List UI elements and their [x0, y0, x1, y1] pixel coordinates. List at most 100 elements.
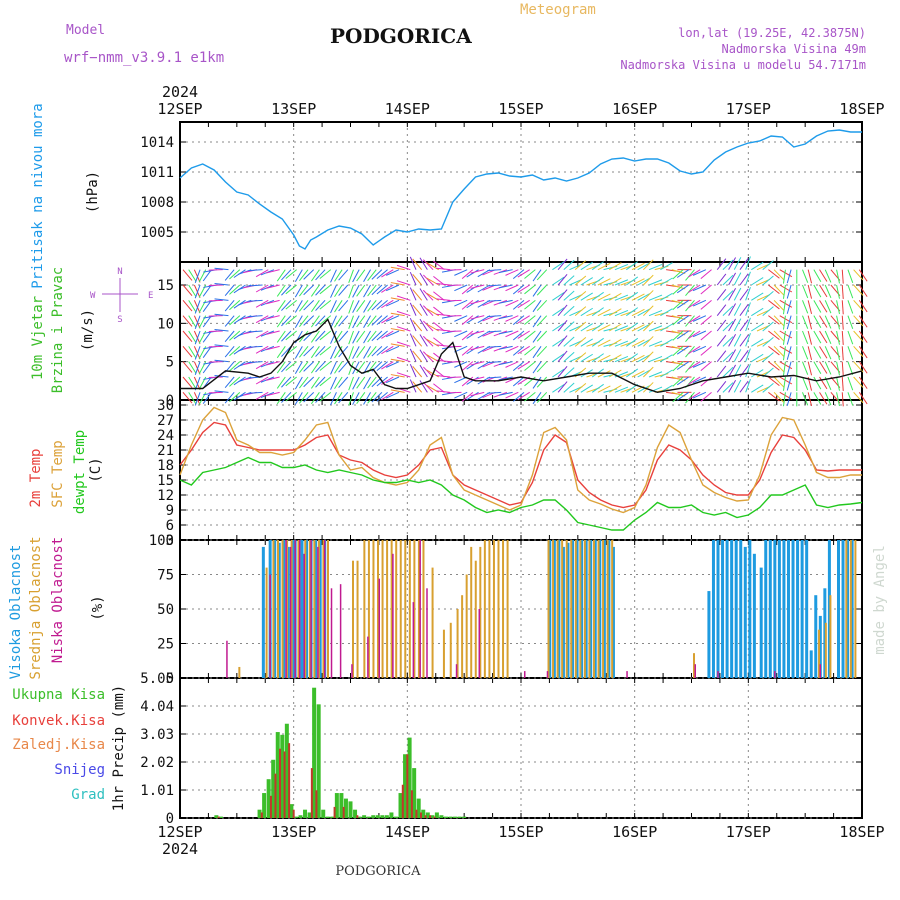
- precip-bar: [348, 801, 353, 818]
- wind-barb: [409, 318, 417, 332]
- wind-barb: [319, 299, 332, 310]
- wind-barb: [532, 284, 542, 297]
- wind-barb: [454, 330, 468, 338]
- wind-barb: [552, 353, 565, 363]
- pressure-frame: [179, 121, 863, 263]
- precip-bar: [415, 809, 418, 818]
- wind-barb: [700, 315, 712, 326]
- cloud-bar: [483, 540, 486, 678]
- wind-barb: [188, 284, 197, 298]
- wind-barb: [768, 345, 780, 356]
- precip-ylabel: 1hr Precip (mm): [111, 685, 127, 811]
- wind-barb: [597, 308, 611, 317]
- wind-barb: [255, 330, 269, 339]
- wind-barb: [552, 368, 565, 378]
- wind-barb: [412, 365, 423, 378]
- wind-barb: [436, 283, 451, 286]
- wind-barb: [745, 333, 751, 347]
- precip-bar: [343, 798, 348, 818]
- cloud-bar: [693, 653, 695, 678]
- wind-barb: [824, 361, 832, 375]
- wind-barb: [676, 269, 690, 278]
- wind-barb: [315, 299, 326, 311]
- cloud-bar: [556, 540, 559, 678]
- wind-barb: [631, 308, 645, 317]
- wind-barb: [692, 284, 707, 292]
- wind-barb: [728, 364, 737, 378]
- wind-barb: [824, 269, 832, 283]
- cloud-bar: [805, 540, 809, 678]
- temperature-frame: [179, 399, 863, 541]
- wind-barb: [563, 336, 575, 347]
- precip-bar: [288, 743, 291, 818]
- wind-barb: [819, 330, 828, 344]
- precip-bar: [279, 748, 282, 818]
- cloud-bar: [317, 546, 319, 678]
- day-tick-label-bottom: 15SEP: [498, 823, 543, 841]
- wind-barb: [422, 381, 434, 393]
- wind-barb: [229, 299, 241, 311]
- wind-barb: [419, 303, 428, 316]
- wind-barb: [853, 315, 864, 327]
- wind-barb: [597, 385, 611, 393]
- cloud-bar: [589, 540, 593, 678]
- cloud-bar: [502, 540, 505, 678]
- cloud-bar: [419, 540, 421, 678]
- wind-barb: [782, 361, 786, 376]
- cloud-bar: [739, 540, 743, 678]
- wind-barb: [524, 269, 536, 279]
- wind-barb: [214, 267, 229, 271]
- wind-barb: [692, 299, 707, 307]
- wind-barb: [532, 269, 542, 282]
- wind-barb: [248, 315, 263, 318]
- cloud-bar: [426, 588, 428, 678]
- wind-barb: [512, 391, 525, 402]
- wind-barb: [648, 309, 663, 317]
- wind-barb: [419, 334, 428, 347]
- wind-barb: [319, 391, 332, 402]
- wind-barb: [563, 290, 575, 301]
- cloud-bar: [725, 540, 729, 678]
- wind-barb: [557, 304, 568, 316]
- wind-barb: [802, 346, 809, 360]
- wind-barb: [692, 330, 707, 338]
- precip-bar: [289, 804, 294, 818]
- precip-bar: [315, 790, 318, 818]
- wind-barb: [745, 379, 751, 393]
- wind-barb: [319, 361, 332, 371]
- wind-barb: [303, 345, 315, 357]
- precip-legend-item: Grad: [71, 787, 105, 803]
- wind-barb: [299, 315, 309, 328]
- wind-barb: [276, 392, 286, 405]
- cloud-bar: [377, 540, 380, 678]
- wind-barb: [371, 284, 383, 296]
- wind-barb: [733, 379, 742, 393]
- wind-barb: [700, 376, 712, 387]
- cloud-bar: [303, 553, 305, 678]
- wind-barb: [498, 269, 513, 274]
- wind-barb: [315, 284, 326, 296]
- wind-barb: [626, 322, 639, 332]
- wind-barb: [363, 284, 371, 298]
- cloud-bar: [836, 540, 840, 678]
- compass-east: E: [148, 291, 153, 301]
- wind-barb: [802, 284, 809, 299]
- wind-barb: [614, 355, 629, 363]
- wind-barb: [498, 299, 513, 304]
- wind-barb: [722, 305, 734, 317]
- wind-barb: [858, 300, 868, 313]
- wind-barb: [642, 274, 654, 286]
- cloud-bar: [854, 540, 857, 678]
- wind-barb: [580, 261, 593, 271]
- wind-barb: [334, 315, 343, 328]
- wind-barb: [768, 391, 780, 402]
- precip-bar: [410, 790, 413, 818]
- wind-barb: [532, 392, 542, 405]
- wind-barb: [739, 319, 749, 332]
- wind-barb: [315, 269, 326, 281]
- wind-barb: [470, 315, 485, 320]
- wind-barb: [436, 298, 451, 301]
- wind-barb: [836, 284, 840, 299]
- day-tick-label-top: 12SEP: [157, 100, 202, 118]
- precip-legend-item: Zaledj.Kisa: [12, 737, 105, 753]
